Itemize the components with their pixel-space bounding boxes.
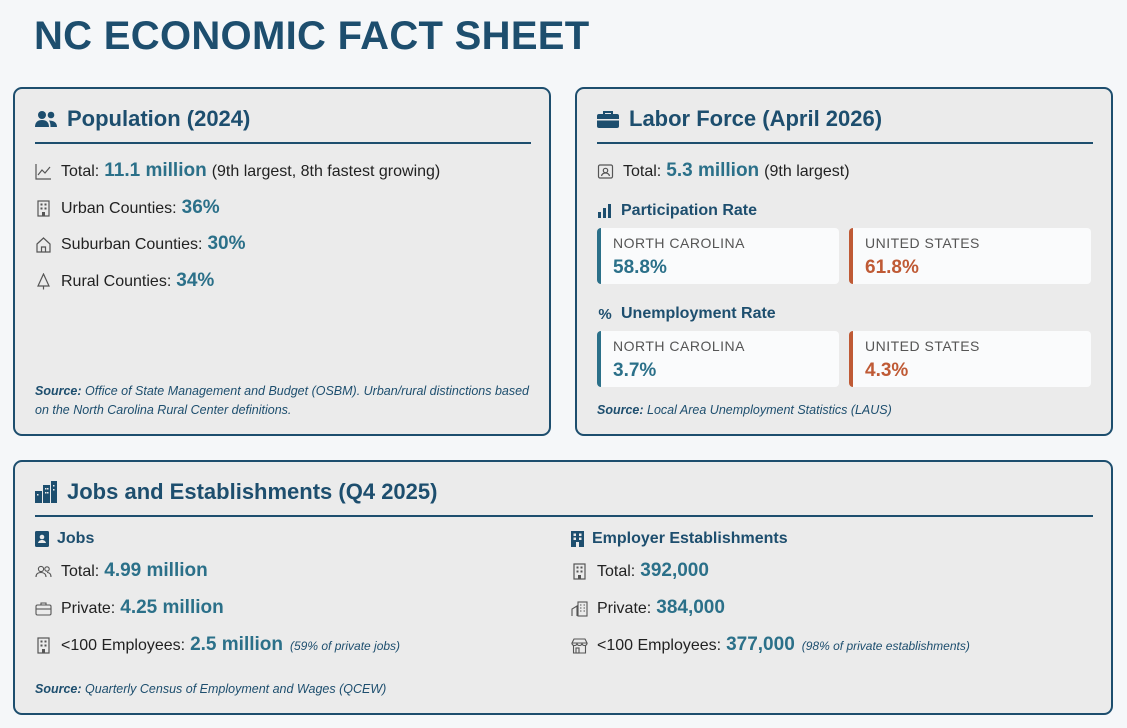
jobs-small-note: (59% of private jobs) — [290, 639, 401, 653]
labor-total-label: Total: — [623, 163, 662, 180]
rural-counties-row: Rural Counties: 34% — [35, 270, 214, 292]
people-icon — [35, 563, 52, 580]
building-icon — [35, 199, 52, 217]
suburban-counties-row: Suburban Counties: 30% — [35, 233, 245, 255]
building-icon — [35, 636, 52, 654]
jobs-total-label: Total: — [61, 563, 100, 580]
jobs-subheading: Jobs — [35, 530, 94, 548]
population-heading: Population (2024) — [35, 106, 531, 144]
unemployment-us-value: 4.3% — [865, 360, 909, 381]
house-icon — [35, 236, 52, 253]
users-icon — [35, 111, 57, 127]
jobs-source-text: Quarterly Census of Employment and Wages… — [85, 682, 387, 696]
establishments-private-row: Private: 384,000 — [571, 597, 725, 619]
population-source-text: Office of State Management and Budget (O… — [35, 384, 530, 417]
labor-total-value: 5.3 million — [666, 160, 760, 181]
population-total-value: 11.1 million — [104, 160, 207, 181]
suburban-counties-label: Suburban Counties: — [61, 236, 203, 253]
unemployment-heading: % Unemployment Rate — [597, 305, 776, 323]
jobs-total-row: Total: 4.99 million — [35, 560, 208, 582]
source-label: Source: — [597, 403, 644, 417]
unemployment-us-label: UNITED STATES — [865, 338, 980, 354]
source-label: Source: — [35, 384, 82, 398]
participation-title: Participation Rate — [621, 202, 758, 219]
participation-us-value: 61.8% — [865, 257, 919, 278]
population-title: Population (2024) — [67, 106, 251, 131]
city-icon — [35, 481, 57, 503]
establishments-small-row: <100 Employees: 377,000 (98% of private … — [571, 634, 970, 656]
briefcase-outline-icon — [35, 600, 52, 617]
establishments-col-title: Employer Establishments — [592, 530, 788, 547]
participation-heading: Participation Rate — [597, 202, 757, 220]
jobs-private-label: Private: — [61, 600, 116, 617]
rural-counties-label: Rural Counties: — [61, 273, 172, 290]
establishments-small-label: <100 Employees: — [597, 637, 722, 654]
labor-heading: Labor Force (April 2026) — [597, 106, 1093, 144]
unemployment-nc-box: NORTH CAROLINA 3.7% — [597, 331, 839, 387]
office-building-icon — [571, 531, 584, 547]
jobs-card: Jobs and Establishments (Q4 2025) Jobs T… — [13, 460, 1113, 715]
page-title: NC ECONOMIC FACT SHEET — [34, 14, 590, 58]
labor-source-text: Local Area Unemployment Statistics (LAUS… — [647, 403, 892, 417]
participation-nc-value: 58.8% — [613, 257, 667, 278]
labor-title: Labor Force (April 2026) — [629, 106, 883, 131]
unemployment-title: Unemployment Rate — [621, 305, 776, 322]
source-label: Source: — [35, 682, 82, 696]
jobs-total-value: 4.99 million — [104, 560, 208, 581]
establishments-small-note: (98% of private establishments) — [801, 639, 970, 653]
unemployment-nc-label: NORTH CAROLINA — [613, 338, 745, 354]
urban-counties-value: 36% — [181, 197, 220, 218]
unemployment-nc-value: 3.7% — [613, 360, 657, 381]
jobs-heading: Jobs and Establishments (Q4 2025) — [35, 479, 1093, 517]
jobs-small-value: 2.5 million — [190, 634, 283, 655]
urban-counties-row: Urban Counties: 36% — [35, 197, 220, 219]
establishments-private-label: Private: — [597, 600, 652, 617]
jobs-title: Jobs and Establishments (Q4 2025) — [67, 479, 438, 504]
labor-force-card: Labor Force (April 2026) Total: 5.3 mill… — [575, 87, 1113, 436]
population-total-row: Total: 11.1 million (9th largest, 8th fa… — [35, 160, 440, 182]
establishments-total-row: Total: 392,000 — [571, 560, 709, 582]
trend-line-icon — [35, 163, 52, 180]
establishments-total-label: Total: — [597, 563, 636, 580]
urban-counties-label: Urban Counties: — [61, 200, 177, 217]
id-badge-icon — [597, 163, 614, 180]
participation-us-label: UNITED STATES — [865, 235, 980, 251]
bar-chart-icon — [598, 204, 611, 218]
establishments-subheading: Employer Establishments — [571, 530, 788, 548]
id-card-icon — [35, 531, 49, 547]
establishments-total-value: 392,000 — [640, 560, 709, 581]
participation-nc-box: NORTH CAROLINA 58.8% — [597, 228, 839, 284]
establishments-private-value: 384,000 — [656, 597, 725, 618]
tree-icon — [35, 272, 52, 290]
labor-total-note: (9th largest) — [764, 163, 850, 180]
labor-source: Source: Local Area Unemployment Statisti… — [597, 401, 1097, 420]
population-source: Source: Office of State Management and B… — [35, 382, 535, 420]
jobs-source: Source: Quarterly Census of Employment a… — [35, 680, 935, 699]
population-card: Population (2024) Total: 11.1 million (9… — [13, 87, 551, 436]
building-icon — [571, 562, 588, 580]
jobs-small-row: <100 Employees: 2.5 million (59% of priv… — [35, 634, 400, 656]
jobs-private-value: 4.25 million — [120, 597, 224, 618]
percent-icon: % — [598, 305, 612, 323]
participation-us-box: UNITED STATES 61.8% — [849, 228, 1091, 284]
jobs-private-row: Private: 4.25 million — [35, 597, 224, 619]
population-total-label: Total: — [61, 163, 100, 180]
unemployment-us-box: UNITED STATES 4.3% — [849, 331, 1091, 387]
population-total-note: (9th largest, 8th fastest growing) — [211, 163, 441, 180]
jobs-col-title: Jobs — [57, 530, 95, 547]
establishments-small-value: 377,000 — [726, 634, 795, 655]
shop-icon — [571, 637, 588, 654]
buildings-icon — [571, 600, 588, 617]
suburban-counties-value: 30% — [207, 233, 246, 254]
rural-counties-value: 34% — [176, 270, 215, 291]
jobs-small-label: <100 Employees: — [61, 637, 186, 654]
participation-nc-label: NORTH CAROLINA — [613, 235, 745, 251]
briefcase-icon — [597, 110, 619, 128]
labor-total-row: Total: 5.3 million (9th largest) — [597, 160, 850, 182]
